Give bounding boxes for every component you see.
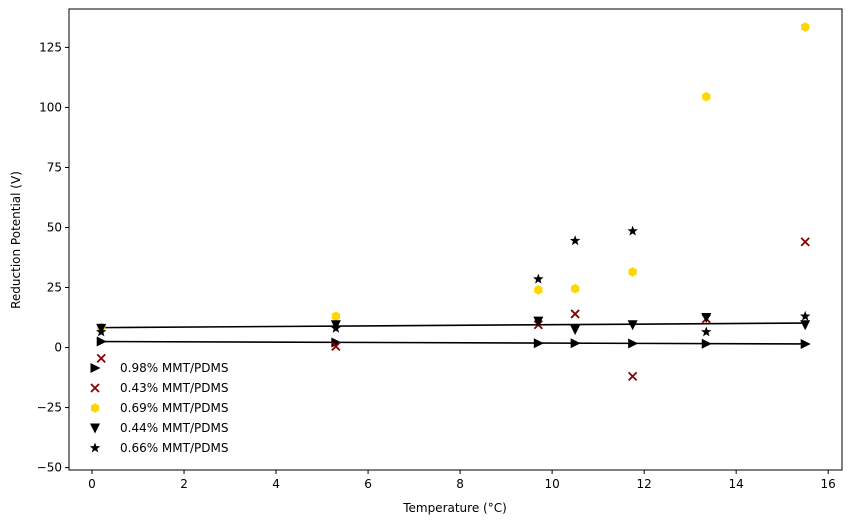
x-tick-label: 4 <box>272 477 280 491</box>
x-tick-label: 8 <box>456 477 464 491</box>
data-point-series-0-2 <box>533 338 544 349</box>
y-tick-label: 75 <box>47 160 62 174</box>
data-point-series-0-3 <box>570 338 581 349</box>
y-tick-label: 0 <box>54 341 62 355</box>
legend-label-series-2: 0.69% MMT/PDMS <box>120 401 228 415</box>
x-tick-label: 10 <box>544 477 559 491</box>
data-point-series-4-0 <box>95 326 107 337</box>
y-tick-label: −50 <box>37 461 62 475</box>
y-tick-label: 100 <box>39 100 62 114</box>
legend-marker-series-1 <box>90 383 100 393</box>
legend-label-series-0: 0.98% MMT/PDMS <box>120 361 228 375</box>
x-tick-label: 2 <box>180 477 188 491</box>
legend-label-series-3: 0.44% MMT/PDMS <box>120 421 228 435</box>
data-point-series-0-5 <box>701 338 712 349</box>
data-point-series-0-0 <box>96 336 107 347</box>
y-tick-label: 25 <box>47 281 62 295</box>
data-point-series-1-4 <box>628 371 638 381</box>
data-point-series-3-5 <box>701 313 712 324</box>
data-point-series-4-1 <box>330 322 342 333</box>
data-point-series-4-2 <box>533 273 544 284</box>
x-tick-label: 14 <box>729 477 744 491</box>
data-point-series-4-5 <box>701 326 712 337</box>
data-point-series-3-2 <box>533 316 544 327</box>
data-point-series-2-5 <box>702 91 711 102</box>
data-point-series-3-6 <box>800 320 811 331</box>
x-tick-label: 0 <box>88 477 96 491</box>
y-axis-label: Reduction Potential (V) <box>9 171 23 309</box>
x-tick-label: 16 <box>821 477 836 491</box>
data-point-series-3-3 <box>570 325 581 336</box>
y-tick-label: 50 <box>47 220 62 234</box>
data-point-series-0-6 <box>800 338 811 349</box>
legend-marker-series-2 <box>90 403 100 413</box>
legend: 0.98% MMT/PDMS 0.43% MMT/PDMS 0.69% MMT/PD… <box>89 361 228 455</box>
data-point-series-2-2 <box>534 285 543 295</box>
legend-marker-series-3 <box>90 423 100 434</box>
legend-marker-series-4 <box>89 442 101 453</box>
data-point-series-1-1 <box>331 341 341 351</box>
data-point-series-4-6 <box>799 310 811 321</box>
fit-line-series-0 <box>101 340 806 345</box>
data-point-series-1-6 <box>800 237 810 247</box>
x-tick-label: 12 <box>637 477 652 491</box>
marks-layer <box>95 22 811 381</box>
fit-line-series-3 <box>101 322 806 329</box>
data-point-series-2-3 <box>570 283 580 294</box>
legend-marker-series-0 <box>90 363 101 373</box>
data-point-series-2-4 <box>628 267 637 277</box>
plot-frame <box>68 8 843 471</box>
data-point-series-4-3 <box>569 235 581 246</box>
data-point-series-0-4 <box>628 338 639 349</box>
data-point-series-1-3 <box>570 309 580 319</box>
x-tick-label: 6 <box>364 477 372 491</box>
data-point-series-4-4 <box>627 225 638 236</box>
data-point-series-2-1 <box>331 311 341 322</box>
data-point-series-3-4 <box>627 320 638 331</box>
y-tick-label: −25 <box>37 401 62 415</box>
data-point-series-2-6 <box>801 22 810 32</box>
legend-label-series-1: 0.43% MMT/PDMS <box>120 381 228 395</box>
y-tick-label: 125 <box>39 40 62 54</box>
legend-label-series-4: 0.66% MMT/PDMS <box>120 441 228 455</box>
data-point-series-1-0 <box>96 353 106 363</box>
ticks-layer: 0 2 4 6 8 10 12 14 16 −50 −25 0 25 50 75 100 125 <box>37 40 836 491</box>
x-axis-label: Temperature (°C) <box>402 501 507 515</box>
